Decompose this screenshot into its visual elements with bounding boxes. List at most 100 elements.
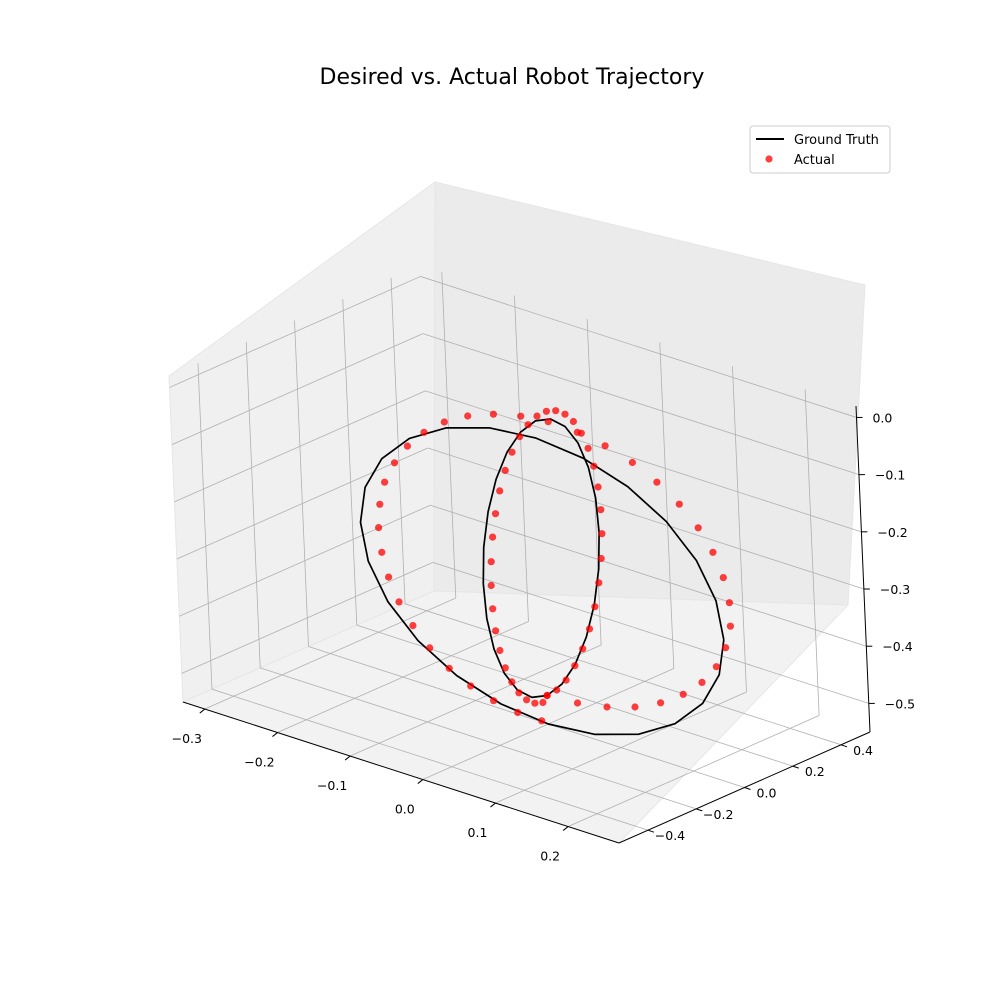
actual-point [426,644,434,652]
actual-point [445,664,453,672]
actual-point [601,442,609,450]
actual-point [501,664,509,672]
x-tick-mark [490,802,496,808]
actual-point [726,622,735,630]
y-tick-mark [696,808,703,812]
y-tick-mark [792,765,799,769]
actual-point [496,646,504,655]
grid-line-y-floor [308,646,745,788]
actual-point [489,605,497,613]
z-tick-label: −0.1 [875,468,905,483]
actual-point [375,524,383,532]
actual-point [531,699,539,707]
actual-point [508,678,516,686]
x-tick-label: 0.0 [395,802,415,817]
grid-line-z-back [430,504,867,647]
legend: Ground Truth Actual [749,125,891,174]
grid-line-z-left [179,504,431,617]
actual-point [420,428,428,436]
grid-line-x-back [514,295,529,622]
grid-line-z-left [181,562,433,674]
pane-back [433,181,866,606]
grid-line-x-back [732,366,747,693]
x-tick-mark [199,708,206,714]
actual-point [403,442,411,450]
actual-point [675,500,683,508]
actual-point [585,625,594,633]
series-layer [359,407,735,736]
grid-line-y-left [342,299,358,626]
x-tick-mark [272,732,278,737]
actual-point [562,676,570,684]
x-tick-mark [562,826,569,831]
z-tick-label: −0.5 [885,696,915,711]
x-tick-label: 0.1 [468,825,488,840]
grid-line-x-back [659,342,675,669]
actual-point [508,448,516,456]
grid-line-z-back [427,447,864,590]
grid-line-z-back [422,333,860,476]
grid-lines [169,272,869,831]
actual-point [719,574,727,582]
actual-point [598,530,606,538]
actual-point [709,548,717,556]
actual-point [489,533,497,541]
actual-point [573,699,582,707]
actual-point [584,444,592,452]
x-tick-label: −0.1 [317,778,347,793]
z-tick-label: 0.0 [872,410,892,425]
grid-line-z-left [169,276,421,388]
tick-marks: −0.3 −0.2 −0.1 0.0 0.1 0.2 −0.4 −0.2 0.0 0.2 0.4 −0… [172,410,916,863]
actual-point [390,459,399,467]
actual-point [590,462,598,470]
actual-point [579,645,587,653]
z-tick-label: −0.3 [880,582,910,597]
x-tick-label: 0.2 [540,849,560,864]
grid-line-y-floor [260,667,697,810]
chart-title: Desired vs. Actual Robot Trajectory [320,65,705,90]
x-tick-mark [417,779,424,784]
actual-point [491,510,500,518]
actual-point [631,703,639,711]
actual-point [603,703,611,711]
actual-point [378,548,386,556]
actual-point [464,412,472,420]
legend-actual-swatch [765,155,773,163]
grid-line-z-back [420,276,857,418]
actual-point [594,483,602,491]
x-tick-label: −0.3 [172,731,202,746]
actual-point [597,554,605,563]
y-tick-label: 0.4 [853,743,873,758]
actual-point [653,478,661,486]
actual-point [628,458,637,467]
actual-point [595,579,603,587]
actual-point [569,417,578,426]
actual-point [539,698,547,707]
actual-point [679,690,687,698]
grid-line-y-left [390,277,406,604]
grid-line-y-left [294,320,309,647]
grid-line-z-back [425,390,862,533]
actual-point [552,407,560,415]
y-tick-label: 0.0 [757,786,777,801]
actual-point [467,682,475,690]
grid-line-z-left [176,447,429,560]
y-tick-label: 0.2 [805,764,825,779]
actual-point [577,429,585,437]
actual-point [523,696,531,704]
grid-line-x-back [441,272,457,599]
actual-point [538,717,546,725]
actual-point [591,603,599,611]
actual-point [694,524,702,532]
z-tick-label: −0.4 [882,639,912,654]
actual-point [490,697,498,705]
y-tick-label: −0.2 [703,807,733,822]
actual-point [657,699,665,707]
actual-point [440,418,448,426]
grid-line-y-left [245,341,261,668]
actual-point [698,678,706,687]
actual-point [533,412,541,420]
ground-truth-loop-1 [359,426,725,736]
actual-point [381,478,389,486]
x-tick-mark [344,755,351,761]
